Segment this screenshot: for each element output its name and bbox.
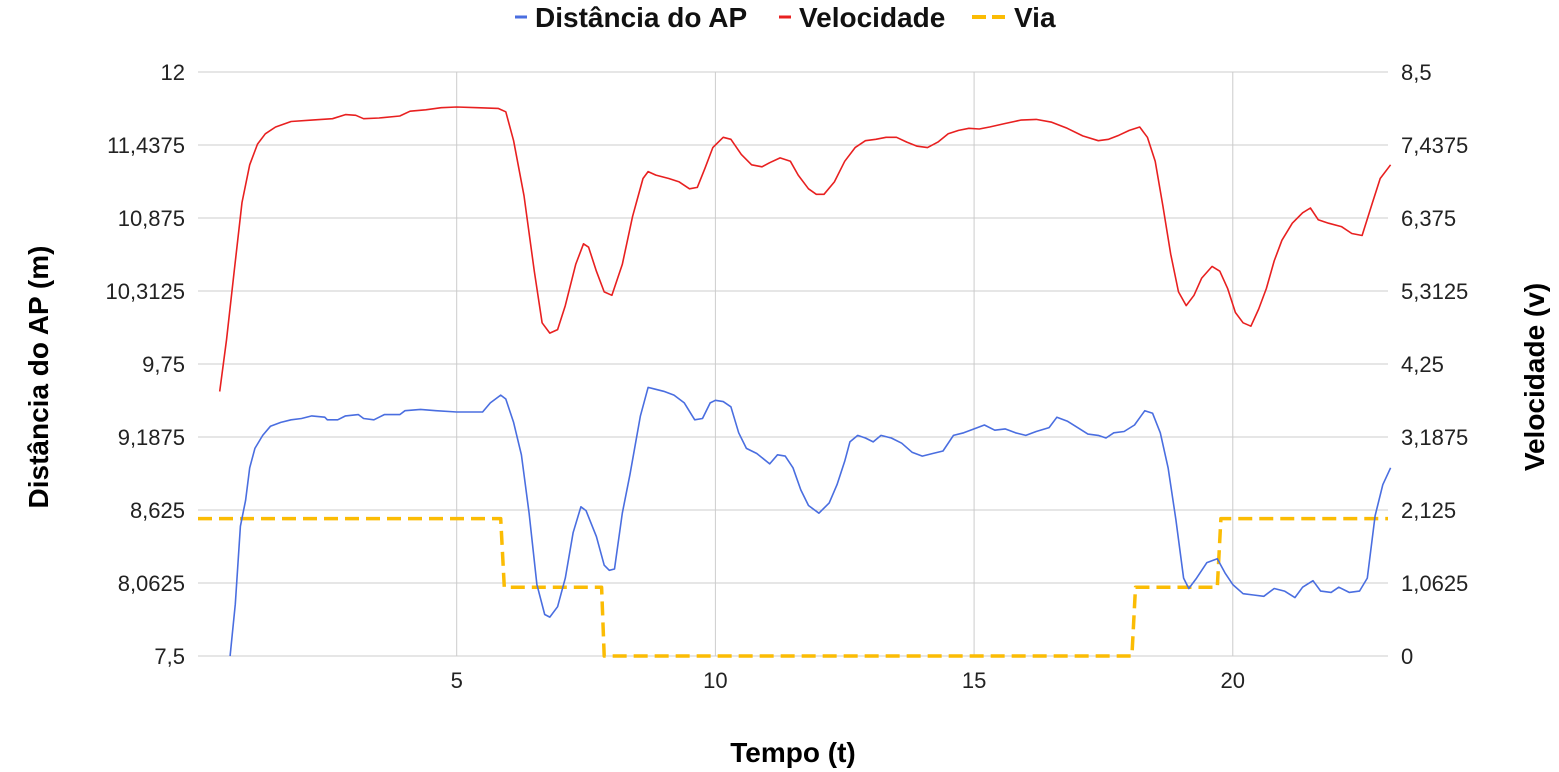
right-tick-label: 3,1875 (1401, 425, 1468, 450)
right-axis-ticks: 0 1,0625 2,125 3,1875 4,25 5,3125 6,375 7,4375 8… (1401, 60, 1468, 669)
left-tick-label: 10,3125 (105, 279, 185, 304)
left-tick-label: 9,75 (142, 352, 185, 377)
left-axis-ticks: 7,5 8,0625 8,625 9,1875 9,75 10,3125 10,875 11,… (105, 60, 185, 669)
legend-label-via: Via (1014, 2, 1056, 33)
gridlines (198, 71, 1388, 657)
left-tick-label: 8,625 (130, 498, 185, 523)
series-layer (198, 106, 1392, 658)
legend-label-velocidade: Velocidade (799, 2, 945, 33)
left-tick-label: 9,1875 (118, 425, 185, 450)
right-tick-label: 6,375 (1401, 206, 1456, 231)
right-tick-label: 5,3125 (1401, 279, 1468, 304)
left-tick-label: 8,0625 (118, 571, 185, 596)
right-tick-label: 1,0625 (1401, 571, 1468, 596)
series-line-velocidade (218, 106, 1392, 392)
x-axis-ticks: 5 10 15 20 (451, 668, 1245, 693)
legend-label-distancia: Distância do AP (535, 2, 747, 33)
left-tick-label: 11,4375 (107, 133, 185, 158)
series-line-distancia-do-ap (229, 386, 1392, 657)
x-axis-title: Tempo (t) (730, 737, 855, 768)
x-tick-label: 10 (703, 668, 727, 693)
left-tick-label: 7,5 (154, 644, 185, 669)
legend: Distância do AP Velocidade Via (515, 2, 1056, 33)
series-line-via (198, 516, 1388, 658)
right-tick-label: 4,25 (1401, 352, 1444, 377)
right-tick-label: 0 (1401, 644, 1413, 669)
left-tick-label: 12 (161, 60, 185, 85)
left-axis-title: Distância do AP (m) (23, 246, 54, 509)
right-tick-label: 8,5 (1401, 60, 1432, 85)
right-tick-label: 7,4375 (1401, 133, 1468, 158)
right-axis-title: Velocidade (v) (1519, 283, 1550, 471)
left-tick-label: 10,875 (118, 206, 185, 231)
x-tick-label: 5 (451, 668, 463, 693)
right-tick-label: 2,125 (1401, 498, 1456, 523)
x-tick-label: 20 (1221, 668, 1245, 693)
x-tick-label: 15 (962, 668, 986, 693)
